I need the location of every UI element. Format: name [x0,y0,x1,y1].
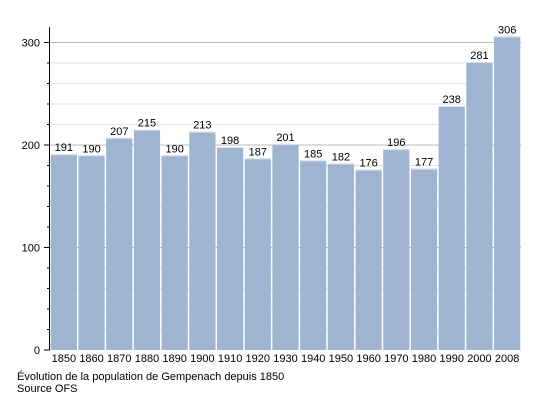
x-tick-label-1880: 1880 [135,353,159,365]
data-label-1890: 190 [165,143,183,155]
x-tick-label-1960: 1960 [356,353,380,365]
x-tick-label-1970: 1970 [384,353,408,365]
data-label-1980: 177 [415,157,433,169]
bar-1980 [410,168,438,350]
bar-1970 [383,149,410,350]
bar-1930 [272,143,299,350]
x-tick-label-1980: 1980 [412,353,436,365]
data-label-2008: 306 [498,24,516,36]
bar-2000 [466,61,493,350]
data-label-1970: 196 [387,137,405,149]
data-label-1850: 191 [55,142,73,154]
x-tick-label-2000: 2000 [467,353,491,365]
chart-caption: Évolution de la population de Gempenach … [17,371,285,383]
x-tick-label-1850: 1850 [52,353,76,365]
x-tick-label-1930: 1930 [273,353,297,365]
x-tick-label-1920: 1920 [246,353,270,365]
x-tick-label-1940: 1940 [301,353,325,365]
y-tick-label-300: 300 [22,38,40,50]
data-label-1930: 201 [276,132,294,144]
y-tick-label-100: 100 [22,243,40,255]
bar-1910 [216,147,244,350]
data-label-1910: 198 [221,135,239,147]
x-tick-label-2008: 2008 [495,353,519,365]
data-label-1920: 187 [249,146,267,158]
x-tick-label-1860: 1860 [79,353,103,365]
y-tick-label-200: 200 [22,140,40,152]
bar-1920 [244,158,271,350]
bar-1860 [78,155,105,350]
data-label-1900: 213 [193,120,211,132]
bar-1900 [189,131,216,350]
data-label-1950: 182 [332,151,350,163]
data-label-1860: 190 [82,143,100,155]
data-label-1880: 215 [138,118,156,130]
y-tick-label-0: 0 [34,345,40,357]
x-tick-label-1870: 1870 [107,353,131,365]
bar-1880 [133,129,161,350]
bar-2008 [494,36,521,350]
bar-1950 [327,163,355,350]
x-tick-label-1890: 1890 [162,353,186,365]
x-tick-label-1910: 1910 [218,353,242,365]
chart-source: Source OFS [17,383,78,395]
data-label-1960: 176 [359,158,377,170]
data-label-1870: 207 [110,126,128,138]
bar-1890 [161,155,188,350]
bars [50,36,521,350]
x-tick-label-1990: 1990 [439,353,463,365]
bar-1870 [106,137,133,350]
axes [44,27,50,351]
data-label-1990: 238 [443,94,461,106]
data-label-1940: 185 [304,148,322,160]
bar-1940 [300,160,327,350]
labels: 1911850190186020718702151880190189021319… [22,24,520,365]
data-label-2000: 281 [470,50,488,62]
bar-1990 [438,106,465,350]
bar-1850 [50,154,77,350]
x-tick-label-1900: 1900 [190,353,214,365]
bar-1960 [355,169,382,350]
x-tick-label-1950: 1950 [329,353,353,365]
